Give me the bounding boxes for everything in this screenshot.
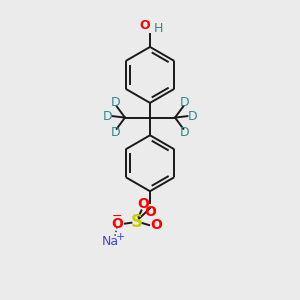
Text: O: O: [140, 19, 150, 32]
Text: O: O: [137, 197, 149, 212]
Text: O: O: [111, 217, 123, 231]
Text: D: D: [111, 126, 120, 140]
Text: D: D: [187, 110, 197, 123]
Text: D: D: [103, 110, 113, 123]
Text: H: H: [154, 22, 163, 35]
Text: D: D: [111, 96, 120, 109]
Text: S: S: [131, 213, 143, 231]
Text: −: −: [112, 210, 122, 223]
Text: D: D: [180, 126, 189, 140]
Text: Na: Na: [102, 235, 119, 248]
Text: +: +: [116, 232, 125, 242]
Text: D: D: [180, 96, 189, 109]
Text: O: O: [144, 205, 156, 219]
Text: O: O: [150, 218, 162, 232]
